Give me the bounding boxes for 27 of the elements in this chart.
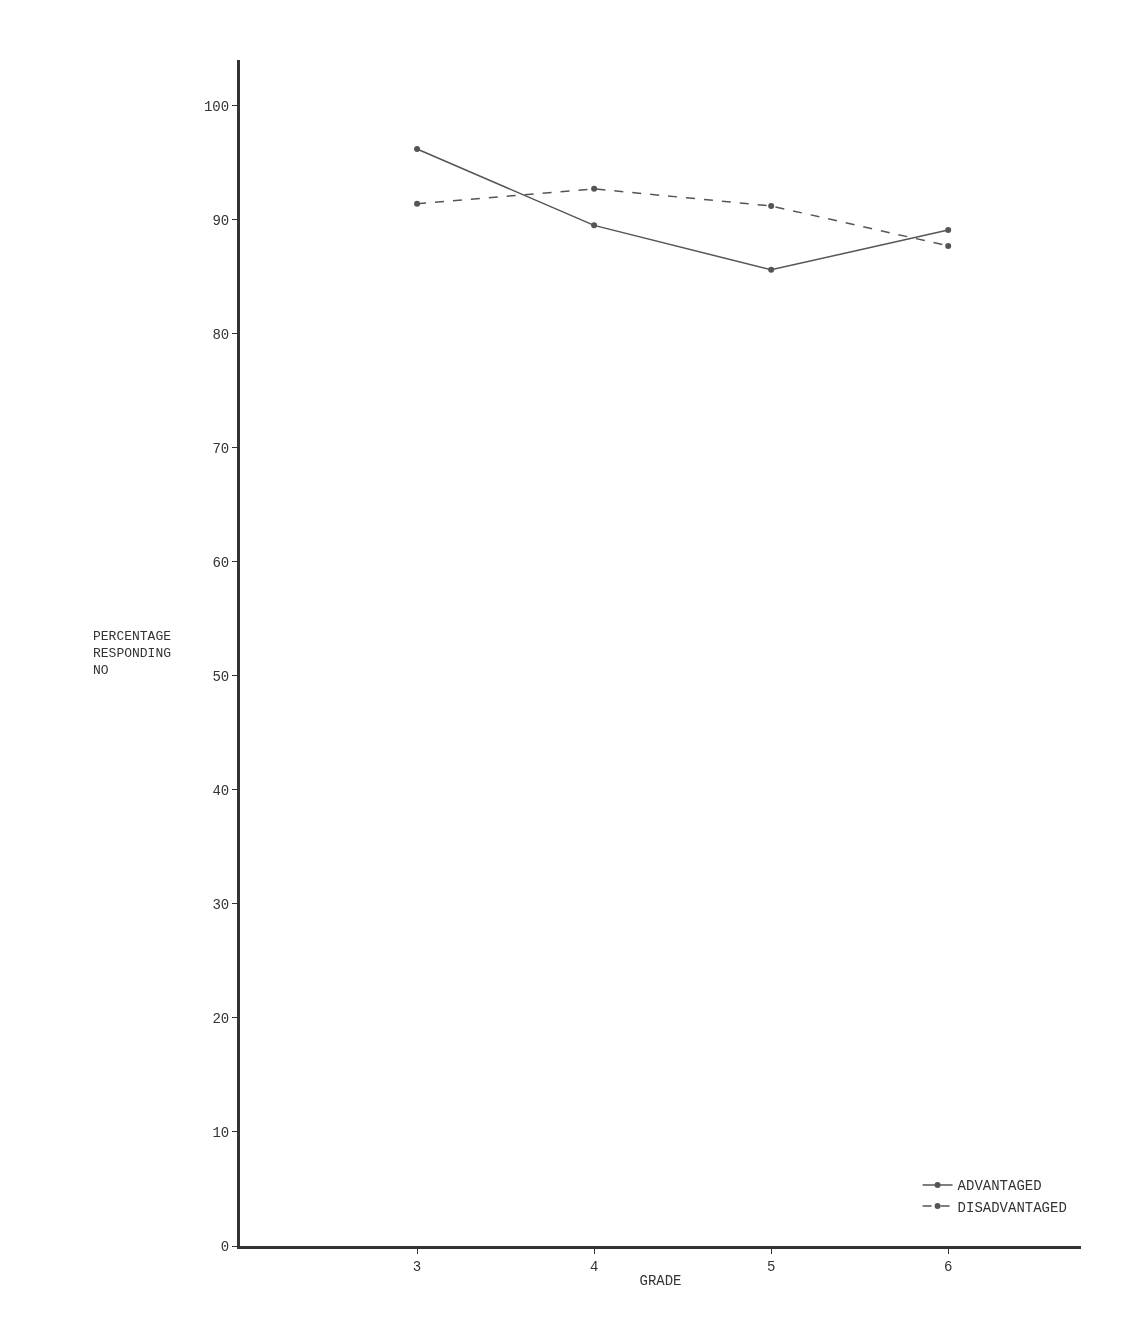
point — [945, 242, 952, 249]
y-tick-label: 100 — [203, 98, 230, 115]
point — [591, 185, 598, 192]
x-tick-label: 5 — [766, 1258, 776, 1275]
legend-label: DISADVANTAGED — [957, 1199, 1067, 1216]
y-tick-label: 30 — [212, 896, 230, 913]
y-tick-label: 90 — [212, 212, 230, 229]
point — [591, 222, 598, 229]
y-tick-label: 0 — [220, 1238, 230, 1255]
x-tick-label: 6 — [944, 1258, 953, 1275]
x-axis-title: GRADE — [639, 1273, 682, 1290]
y-tick-label: 10 — [212, 1124, 230, 1141]
y-tick-label: 20 — [212, 1010, 230, 1027]
point — [768, 202, 775, 209]
point — [414, 145, 421, 152]
y-tick-label: 80 — [212, 326, 230, 343]
point — [414, 200, 421, 207]
x-tick-label: 4 — [589, 1258, 599, 1275]
y-tick-label: 60 — [212, 554, 230, 571]
y-tick-label: 40 — [212, 782, 230, 799]
y-axis-title: PERCENTAGE RESPONDING NO — [93, 629, 172, 678]
y-tick-label: 70 — [212, 440, 230, 457]
point — [768, 266, 775, 273]
x-tick-label: 3 — [412, 1258, 422, 1275]
y-tick-label: 50 — [212, 668, 230, 685]
legend-label: ADVANTAGED — [957, 1178, 1042, 1195]
point — [945, 226, 952, 233]
